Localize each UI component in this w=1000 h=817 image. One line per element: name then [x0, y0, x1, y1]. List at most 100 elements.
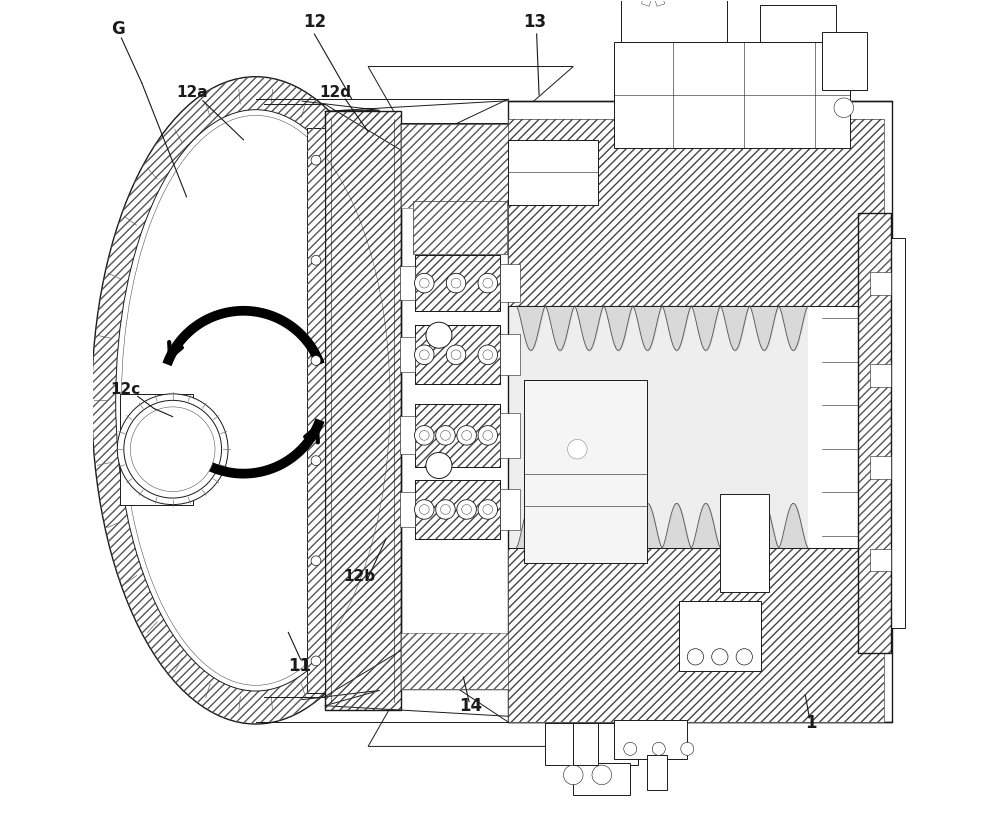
Bar [120, 394, 193, 505]
Bar [401, 123, 508, 208]
Bar [415, 480, 500, 538]
Circle shape [564, 766, 583, 784]
Bar [400, 417, 415, 454]
Bar [500, 264, 520, 302]
Bar [401, 123, 508, 208]
Circle shape [441, 505, 450, 515]
Circle shape [462, 505, 472, 515]
Text: 12a: 12a [176, 86, 208, 100]
Bar [413, 201, 507, 254]
Circle shape [446, 345, 466, 364]
Bar [413, 201, 507, 254]
Bar [415, 480, 500, 538]
Circle shape [483, 431, 493, 440]
Circle shape [117, 394, 228, 505]
Circle shape [451, 279, 461, 288]
Bar [760, 6, 836, 42]
Bar [614, 42, 850, 148]
Circle shape [834, 98, 854, 118]
Text: 12d: 12d [319, 86, 351, 100]
Bar [415, 325, 500, 384]
Text: 12b: 12b [344, 569, 376, 584]
Text: 14: 14 [459, 698, 482, 716]
Circle shape [415, 274, 434, 292]
Circle shape [419, 350, 429, 359]
Bar [325, 111, 401, 710]
Bar [641, 0, 651, 7]
Ellipse shape [121, 115, 390, 685]
Circle shape [478, 500, 498, 520]
Circle shape [624, 743, 637, 756]
Bar [508, 140, 598, 205]
Bar [573, 763, 630, 795]
Bar [415, 325, 500, 384]
Bar [573, 723, 598, 766]
Circle shape [436, 500, 455, 520]
Circle shape [419, 431, 429, 440]
Bar [858, 213, 891, 653]
Circle shape [426, 322, 452, 348]
Circle shape [130, 407, 215, 492]
Circle shape [483, 505, 493, 515]
Bar [500, 489, 520, 530]
Circle shape [419, 505, 429, 515]
Circle shape [311, 256, 321, 266]
Circle shape [451, 350, 461, 359]
Bar [870, 456, 891, 479]
Bar [647, 756, 667, 789]
Text: 13: 13 [523, 13, 546, 31]
Bar [614, 720, 687, 759]
Ellipse shape [116, 109, 396, 691]
Bar [545, 723, 638, 766]
Circle shape [568, 440, 587, 459]
Circle shape [311, 656, 321, 666]
Circle shape [652, 743, 665, 756]
Bar [870, 272, 891, 294]
Bar [307, 127, 325, 694]
Bar [870, 364, 891, 386]
Bar [508, 100, 892, 722]
Bar [415, 404, 500, 467]
Bar [500, 334, 520, 375]
Circle shape [446, 274, 466, 292]
Bar [508, 119, 884, 306]
Circle shape [712, 649, 728, 665]
Bar [891, 238, 905, 628]
Circle shape [311, 456, 321, 466]
Bar [508, 548, 884, 722]
Bar [415, 256, 500, 310]
Bar [524, 380, 647, 563]
Ellipse shape [116, 109, 396, 691]
Circle shape [415, 345, 434, 364]
Circle shape [311, 155, 321, 165]
Bar [822, 32, 867, 90]
Text: 12: 12 [303, 13, 326, 31]
Bar [400, 492, 415, 527]
Circle shape [415, 500, 434, 520]
Circle shape [457, 500, 476, 520]
Circle shape [478, 426, 498, 445]
Circle shape [592, 766, 612, 784]
Bar [621, 0, 727, 42]
Circle shape [478, 345, 498, 364]
Bar [325, 111, 401, 710]
Circle shape [462, 431, 472, 440]
Bar [500, 413, 520, 458]
Text: 12c: 12c [111, 382, 141, 397]
Bar [415, 404, 500, 467]
Bar [870, 548, 891, 571]
Circle shape [457, 426, 476, 445]
Bar [655, 0, 665, 7]
Bar [415, 404, 500, 467]
Circle shape [426, 453, 452, 479]
Circle shape [687, 649, 704, 665]
Circle shape [311, 355, 321, 365]
Circle shape [436, 426, 455, 445]
Circle shape [681, 743, 694, 756]
Bar [415, 480, 500, 538]
Bar [401, 633, 508, 690]
Bar [720, 494, 769, 592]
Bar [325, 111, 401, 710]
Bar [401, 633, 508, 690]
Bar [508, 306, 808, 548]
